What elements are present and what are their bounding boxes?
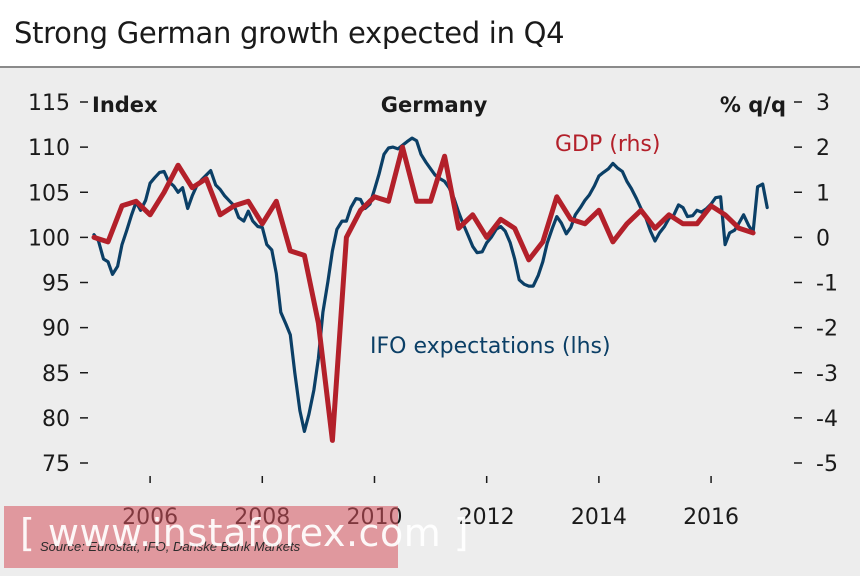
left-tick-label: 90	[42, 317, 70, 342]
gdp-line	[91, 144, 756, 443]
left-axis-ticks: 115 110 105 100 95 90 85 80 75	[28, 91, 88, 477]
gdp-series-label: GDP (rhs)	[555, 132, 660, 157]
x-tick-label: 2014	[571, 505, 627, 530]
x-tick-label: 2012	[459, 505, 515, 530]
right-tick-label: 2	[816, 136, 830, 161]
left-tick-label: 100	[28, 226, 70, 251]
right-tick-label: 0	[816, 226, 830, 251]
right-tick-label: -3	[816, 362, 838, 387]
watermark-text: [ www.instaforex.com ]	[20, 511, 470, 555]
right-tick-label: -4	[816, 407, 838, 432]
ifo-series-label: IFO expectations (lhs)	[370, 334, 611, 359]
left-tick-label: 95	[42, 272, 70, 297]
left-tick-label: 110	[28, 136, 70, 161]
chart-panel	[0, 68, 860, 576]
left-tick-label: 115	[28, 91, 70, 116]
x-tick-label: 2016	[683, 505, 739, 530]
left-tick-label: 105	[28, 181, 70, 206]
right-tick-label: -1	[816, 272, 838, 297]
left-tick-label: 75	[42, 452, 70, 477]
right-tick-label: 3	[816, 91, 830, 116]
right-axis-ticks: 3 2 1 0 -1 -2 -3 -4 -5	[794, 91, 838, 477]
right-tick-label: -2	[816, 317, 838, 342]
right-tick-label: -5	[816, 452, 838, 477]
title-divider	[0, 66, 860, 68]
watermark-box	[4, 506, 398, 568]
left-tick-label: 80	[42, 407, 70, 432]
left-tick-label: 85	[42, 362, 70, 387]
source-note: Source: Eurostat, IFO, Danske Bank Marke…	[40, 539, 301, 554]
right-axis-label: % q/q	[720, 93, 786, 117]
chart-subtitle: Germany	[381, 93, 488, 117]
left-axis-label: Index	[92, 93, 158, 117]
chart-title: Strong German growth expected in Q4	[14, 16, 565, 50]
series-layer	[91, 136, 769, 443]
ifo-expectations-line	[92, 136, 769, 433]
right-tick-label: 1	[816, 181, 830, 206]
